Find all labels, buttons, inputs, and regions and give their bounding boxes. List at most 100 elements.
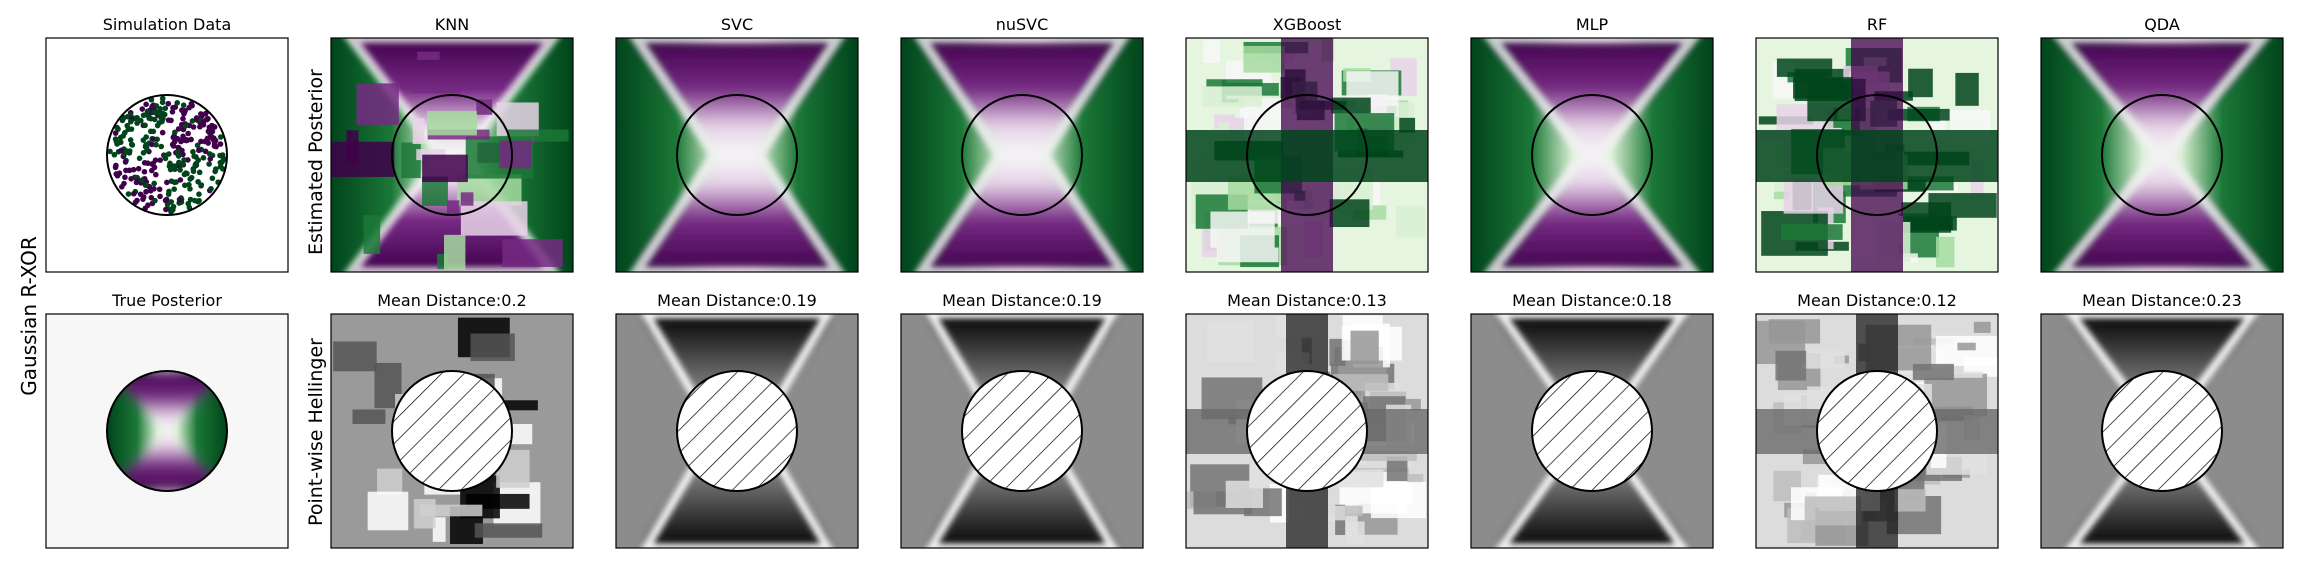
panel-title: MLP bbox=[1576, 15, 1609, 34]
data-point bbox=[174, 100, 181, 106]
panel-title: SVC bbox=[721, 15, 753, 34]
data-point bbox=[209, 124, 216, 130]
panel-title: nuSVC bbox=[996, 15, 1049, 34]
data-point bbox=[202, 148, 209, 155]
panel-frame bbox=[2040, 313, 2284, 549]
data-point bbox=[195, 198, 201, 205]
data-point bbox=[206, 161, 212, 167]
data-point bbox=[196, 169, 203, 176]
data-point bbox=[119, 184, 125, 190]
unit-circle bbox=[1531, 94, 1653, 216]
data-point bbox=[135, 165, 142, 172]
data-point bbox=[151, 180, 157, 187]
data-point bbox=[200, 155, 207, 161]
panel-posterior-qda: QDA bbox=[2040, 15, 2284, 273]
panel-title: QDA bbox=[2144, 15, 2180, 34]
data-point bbox=[187, 186, 193, 192]
panel-posterior-nusvc: nuSVC bbox=[900, 15, 1144, 273]
panel-posterior-knn: KNN bbox=[330, 15, 574, 273]
data-point bbox=[158, 111, 164, 117]
unit-circle bbox=[391, 94, 513, 216]
panel-frame bbox=[1470, 37, 1714, 273]
panel-simulation-data: Simulation Data bbox=[45, 15, 289, 273]
unit-circle bbox=[106, 94, 228, 216]
data-point bbox=[177, 177, 184, 183]
row-label: Gaussian R-XOR bbox=[17, 236, 41, 396]
data-point bbox=[125, 126, 132, 133]
data-point bbox=[143, 188, 149, 195]
data-point bbox=[166, 163, 173, 170]
data-point bbox=[150, 160, 156, 167]
panel-frame bbox=[900, 313, 1144, 549]
data-point bbox=[153, 103, 160, 109]
data-point bbox=[114, 124, 120, 131]
unit-circle bbox=[2101, 94, 2223, 216]
panel-hellinger-svc: Mean Distance:0.19 bbox=[615, 291, 859, 549]
unit-circle bbox=[1816, 94, 1938, 216]
data-point bbox=[160, 115, 166, 122]
data-point bbox=[213, 143, 219, 150]
data-point bbox=[144, 160, 151, 167]
data-point bbox=[144, 147, 150, 153]
data-point bbox=[190, 124, 197, 130]
mean-distance-label: Mean Distance:0.19 bbox=[942, 291, 1102, 310]
data-point bbox=[156, 186, 163, 193]
data-point bbox=[213, 166, 219, 172]
panel-frame bbox=[615, 313, 859, 549]
data-point bbox=[180, 115, 186, 122]
data-point bbox=[107, 148, 113, 155]
data-point bbox=[116, 170, 123, 177]
unit-circle bbox=[1531, 370, 1653, 492]
data-point bbox=[134, 114, 140, 121]
data-point bbox=[157, 157, 163, 163]
data-point bbox=[162, 152, 168, 159]
mean-distance-label: Mean Distance:0.13 bbox=[1227, 291, 1387, 310]
data-point bbox=[130, 190, 137, 197]
panel-title: KNN bbox=[435, 15, 469, 34]
panel-frame bbox=[330, 37, 574, 273]
panel-posterior-svc: SVC bbox=[615, 15, 859, 273]
unit-circle bbox=[1816, 370, 1938, 492]
data-point bbox=[175, 126, 182, 132]
panel-hellinger-xgboost: Mean Distance:0.13 bbox=[1185, 291, 1429, 549]
panel-frame bbox=[1470, 313, 1714, 549]
data-point bbox=[194, 142, 201, 149]
data-point bbox=[143, 111, 149, 118]
data-point bbox=[159, 129, 166, 136]
data-point bbox=[217, 141, 224, 147]
data-point bbox=[132, 199, 139, 206]
unit-circle bbox=[391, 370, 513, 492]
data-point bbox=[179, 161, 186, 167]
data-point bbox=[154, 122, 161, 129]
data-point bbox=[202, 110, 209, 117]
data-point bbox=[127, 137, 134, 143]
unit-circle bbox=[2101, 370, 2223, 492]
unit-circle bbox=[106, 370, 228, 492]
panel-frame bbox=[615, 37, 859, 273]
data-point bbox=[134, 120, 140, 126]
data-point bbox=[209, 175, 216, 182]
data-point bbox=[149, 104, 155, 111]
unit-circle bbox=[1246, 94, 1368, 216]
data-point bbox=[169, 109, 176, 115]
data-point bbox=[177, 167, 183, 173]
data-point bbox=[135, 177, 141, 184]
data-point bbox=[171, 163, 178, 169]
panel-frame bbox=[1755, 313, 1999, 549]
data-point bbox=[183, 136, 190, 143]
panel-frame bbox=[1755, 37, 1999, 273]
panel-hellinger-knn: Mean Distance:0.2 bbox=[330, 291, 574, 549]
panel-posterior-rf: RF bbox=[1755, 15, 1999, 273]
unit-circle bbox=[961, 94, 1083, 216]
panel-frame bbox=[2040, 37, 2284, 273]
data-point bbox=[130, 166, 137, 173]
data-point bbox=[152, 197, 158, 204]
panel-posterior-mlp: MLP bbox=[1470, 15, 1714, 273]
panel-hellinger-nusvc: Mean Distance:0.19 bbox=[900, 291, 1144, 549]
data-point bbox=[196, 147, 202, 154]
data-point bbox=[207, 133, 214, 140]
panel-posterior-xgboost: XGBoost bbox=[1185, 15, 1429, 273]
data-point bbox=[179, 137, 185, 143]
data-point bbox=[188, 136, 194, 143]
data-point bbox=[217, 134, 224, 140]
